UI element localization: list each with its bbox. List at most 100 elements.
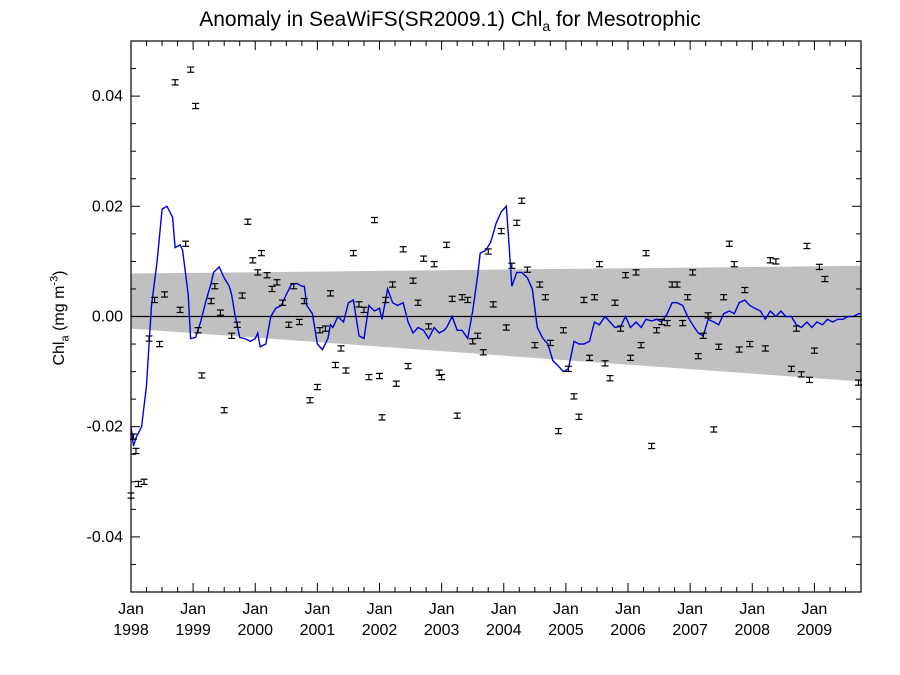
anomaly-point [730, 260, 738, 268]
anomaly-point [404, 362, 412, 370]
anomaly-point [316, 327, 324, 334]
anomaly-point [409, 277, 417, 284]
anomaly-point [559, 327, 567, 334]
anomaly-point [502, 324, 510, 331]
anomaly-point [531, 341, 539, 349]
anomaly-point [360, 306, 368, 314]
anomaly-point [632, 269, 640, 276]
anomaly-point [220, 406, 228, 414]
anomaly-point [673, 281, 681, 288]
x-tick-label-month: Jan [429, 601, 455, 618]
smoothed-line-layer [130, 204, 861, 447]
anomaly-point [694, 352, 702, 360]
anomaly-point [653, 327, 661, 334]
x-tick-label-month: Jan [739, 601, 765, 618]
x-tick-label-year: 2007 [672, 622, 708, 639]
anomaly-point [238, 292, 246, 299]
anomaly-point [326, 290, 334, 297]
anomaly-point [497, 227, 505, 235]
anomaly-point [518, 197, 526, 204]
anomaly-point [171, 79, 179, 86]
anomaly-point [268, 285, 276, 293]
anomaly-point [546, 339, 554, 347]
anomaly-point [145, 335, 153, 342]
anomaly-point [479, 349, 487, 356]
x-tick-label-year: 1999 [175, 622, 211, 639]
anomaly-point [342, 367, 350, 374]
anomaly-point [371, 216, 379, 224]
anomaly-point [663, 319, 671, 327]
anomaly-point [580, 296, 588, 304]
anomaly-point [182, 240, 190, 247]
anomaly-point [554, 427, 562, 435]
x-tick-label-year: 2004 [486, 622, 522, 639]
anomaly-point [689, 269, 697, 276]
anomaly-point [601, 360, 609, 367]
anomaly-point [803, 242, 811, 250]
anomaly-point [474, 332, 482, 339]
x-tick-label-month: Jan [615, 601, 641, 618]
anomaly-point [414, 299, 422, 306]
y-tick-label: -0.04 [87, 529, 124, 546]
anomaly-point [382, 296, 390, 304]
x-tick-label-year: 2002 [362, 622, 398, 639]
anomaly-point [161, 291, 169, 298]
anomaly-point [392, 380, 400, 387]
anomaly-point [458, 294, 466, 301]
anomaly-point [425, 323, 433, 330]
anomaly-point [313, 383, 321, 391]
anomaly-point [337, 345, 345, 352]
anomaly-point [376, 372, 384, 380]
anomaly-point [735, 346, 743, 353]
x-tick-label-month: Jan [802, 601, 828, 618]
anomaly-point [489, 301, 497, 308]
anomaly-point [606, 375, 614, 382]
confidence-band [131, 265, 861, 382]
x-tick-label-year: 2000 [237, 622, 273, 639]
anomaly-point [249, 257, 257, 264]
smoothed-anomaly-line [130, 204, 861, 447]
anomaly-point [810, 347, 818, 354]
anomaly-point [508, 262, 516, 270]
anomaly-point [257, 249, 265, 257]
anomaly-point [448, 295, 456, 303]
anomaly-point [254, 269, 262, 276]
x-tick-label-month: Jan [553, 601, 579, 618]
anomaly-point [132, 447, 140, 455]
anomaly-point [453, 412, 461, 419]
x-tick-label-month: Jan [304, 601, 330, 618]
anomaly-point [194, 327, 202, 334]
anomaly-point [399, 246, 407, 253]
anomaly-point [746, 340, 754, 348]
anomaly-point [295, 318, 303, 326]
anomaly-point [134, 480, 142, 488]
x-tick-label-month: Jan [180, 601, 206, 618]
anomaly-point [523, 266, 531, 273]
anomaly-point [715, 343, 723, 351]
anomaly-point [211, 282, 219, 290]
anomaly-point [720, 294, 728, 301]
anomaly-point [176, 306, 184, 314]
anomaly-point [710, 426, 718, 433]
x-tick-label-month: Jan [491, 601, 517, 618]
x-tick-label-month: Jan [677, 601, 703, 618]
anomaly-point [704, 312, 712, 319]
anomaly-point [787, 365, 795, 373]
anomaly-point [365, 373, 373, 381]
anomaly-point [772, 258, 780, 265]
x-tick-label-year: 2001 [300, 622, 336, 639]
anomaly-point [590, 294, 598, 301]
anomaly-point [484, 248, 492, 255]
anomaly-point [321, 325, 329, 332]
anomaly-point [443, 241, 451, 249]
anomaly-point [216, 309, 224, 316]
x-tick-label-year: 2005 [548, 622, 584, 639]
anomaly-errorbar-layer [127, 66, 863, 499]
anomaly-point [766, 257, 774, 264]
anomaly-point [679, 319, 687, 327]
anomaly-point [285, 321, 293, 328]
anomaly-point [198, 372, 206, 379]
axes-layer: 0.04 0.02 0.00 -0.02 -0.04 Jan 1998 Jan 1999 Jan 2… [87, 40, 862, 639]
anomaly-point [151, 296, 159, 304]
